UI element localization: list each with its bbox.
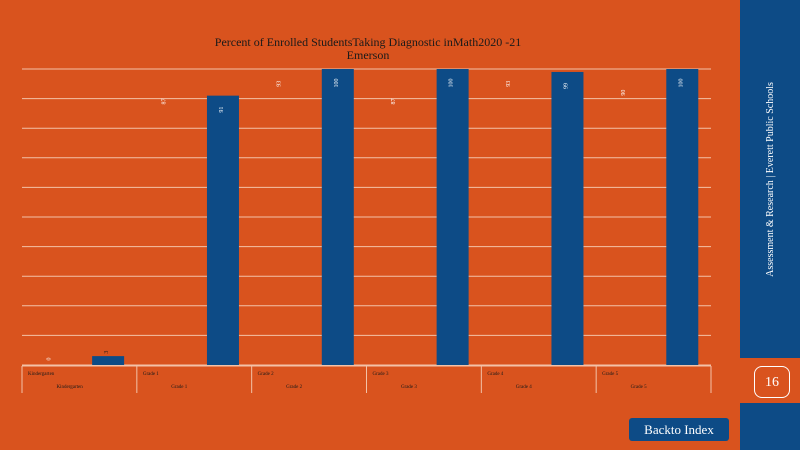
tick-label: Grade 2 — [258, 372, 274, 377]
tick-label: Grade 4 — [487, 372, 503, 377]
sidebar-band — [740, 0, 800, 358]
data-label: 91 — [219, 107, 225, 113]
data-label: 3 — [104, 351, 110, 354]
bar — [436, 69, 469, 365]
chart-title: Percent of Enrolled StudentsTaking Diagn… — [120, 36, 616, 62]
tick-label: Grade 1 — [143, 372, 159, 377]
page-number: 16 — [754, 366, 790, 398]
data-label: 93 — [506, 81, 512, 87]
tick-label: Kindergarten — [28, 372, 55, 377]
sidebar-text: Assessment & Research | Everett Public S… — [764, 81, 776, 277]
tick-label: Grade 5 — [602, 372, 618, 377]
sidebar-caption: Assessment & Research | Everett Public S… — [740, 0, 800, 358]
chart-title-line2: Emerson — [346, 48, 390, 62]
data-label: 90 — [621, 90, 627, 96]
data-label: 93 — [276, 81, 282, 87]
chart-title-line1: Percent of Enrolled StudentsTaking Diagn… — [214, 35, 522, 49]
tick-label: Grade 1 — [171, 385, 187, 390]
data-label: 100 — [678, 79, 684, 88]
data-label: 87 — [391, 98, 397, 104]
back-to-index-button[interactable]: Backto Index — [629, 418, 729, 441]
tick-label: Kindergarten — [56, 385, 83, 390]
tick-label: Grade 4 — [516, 385, 532, 390]
bar — [321, 69, 354, 365]
bar — [666, 69, 699, 365]
tick-label: Grade 5 — [631, 385, 647, 390]
bar — [551, 71, 584, 366]
data-label: 87 — [162, 98, 168, 104]
tick-label: Grade 3 — [401, 385, 417, 390]
tick-label: Grade 2 — [286, 385, 302, 390]
data-label: 99 — [563, 83, 569, 89]
sidebar-footer-band — [740, 403, 800, 450]
bar — [206, 95, 239, 365]
tick-label: Grade 3 — [373, 372, 389, 377]
data-label: 100 — [334, 79, 340, 88]
bar — [92, 356, 125, 365]
data-label: 0 — [47, 358, 53, 361]
bar-chart: 0 3 87 91 93 100 87 100 93 99 90 100 Kindergarten Kin… — [21, 68, 712, 393]
data-label: 100 — [449, 79, 455, 88]
